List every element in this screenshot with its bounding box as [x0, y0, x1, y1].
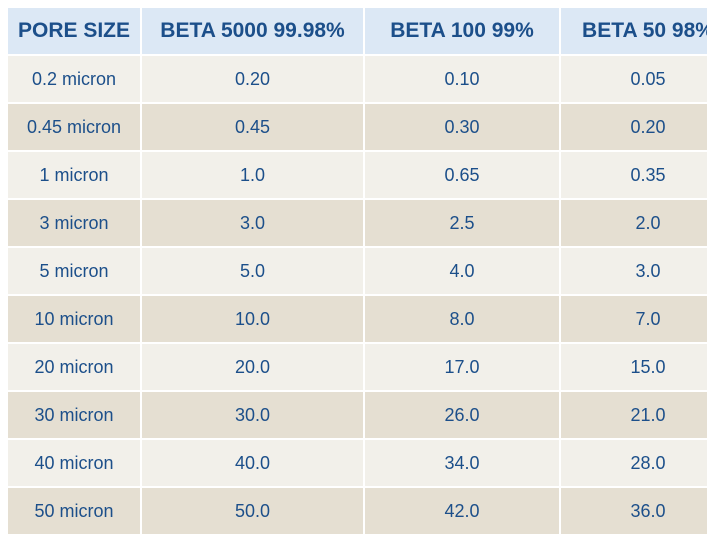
beta-5000-cell: 20.0 [142, 344, 363, 390]
pore-size-cell: 0.45 micron [8, 104, 140, 150]
pore-size-table: PORE SIZE BETA 5000 99.98% BETA 100 99% … [8, 8, 707, 534]
beta-5000-cell: 30.0 [142, 392, 363, 438]
pore-size-cell: 1 micron [8, 152, 140, 198]
beta-5000-cell: 3.0 [142, 200, 363, 246]
pore-size-cell: 3 micron [8, 200, 140, 246]
beta-5000-cell: 0.20 [142, 56, 363, 102]
beta-100-cell: 4.0 [365, 248, 559, 294]
beta-5000-cell: 0.45 [142, 104, 363, 150]
pore-size-cell: 0.2 micron [8, 56, 140, 102]
beta-50-cell: 21.0 [561, 392, 707, 438]
beta-50-cell: 15.0 [561, 344, 707, 390]
pore-size-cell: 20 micron [8, 344, 140, 390]
pore-size-cell: 30 micron [8, 392, 140, 438]
pore-size-cell: 5 micron [8, 248, 140, 294]
beta-50-cell: 36.0 [561, 488, 707, 534]
beta-5000-cell: 50.0 [142, 488, 363, 534]
beta-50-cell: 2.0 [561, 200, 707, 246]
beta-100-cell: 17.0 [365, 344, 559, 390]
beta-50-cell: 0.20 [561, 104, 707, 150]
beta-5000-cell: 1.0 [142, 152, 363, 198]
header-beta-50: BETA 50 98% [561, 8, 707, 54]
beta-50-cell: 7.0 [561, 296, 707, 342]
beta-100-cell: 26.0 [365, 392, 559, 438]
header-pore-size: PORE SIZE [8, 8, 140, 54]
beta-5000-cell: 5.0 [142, 248, 363, 294]
beta-50-cell: 3.0 [561, 248, 707, 294]
beta-50-cell: 0.35 [561, 152, 707, 198]
header-beta-5000: BETA 5000 99.98% [142, 8, 363, 54]
beta-5000-cell: 40.0 [142, 440, 363, 486]
beta-100-cell: 0.30 [365, 104, 559, 150]
beta-100-cell: 0.65 [365, 152, 559, 198]
beta-100-cell: 34.0 [365, 440, 559, 486]
beta-100-cell: 0.10 [365, 56, 559, 102]
beta-100-cell: 42.0 [365, 488, 559, 534]
beta-50-cell: 0.05 [561, 56, 707, 102]
beta-5000-cell: 10.0 [142, 296, 363, 342]
pore-size-cell: 10 micron [8, 296, 140, 342]
pore-size-cell: 40 micron [8, 440, 140, 486]
beta-100-cell: 2.5 [365, 200, 559, 246]
header-beta-100: BETA 100 99% [365, 8, 559, 54]
pore-size-cell: 50 micron [8, 488, 140, 534]
beta-100-cell: 8.0 [365, 296, 559, 342]
beta-50-cell: 28.0 [561, 440, 707, 486]
